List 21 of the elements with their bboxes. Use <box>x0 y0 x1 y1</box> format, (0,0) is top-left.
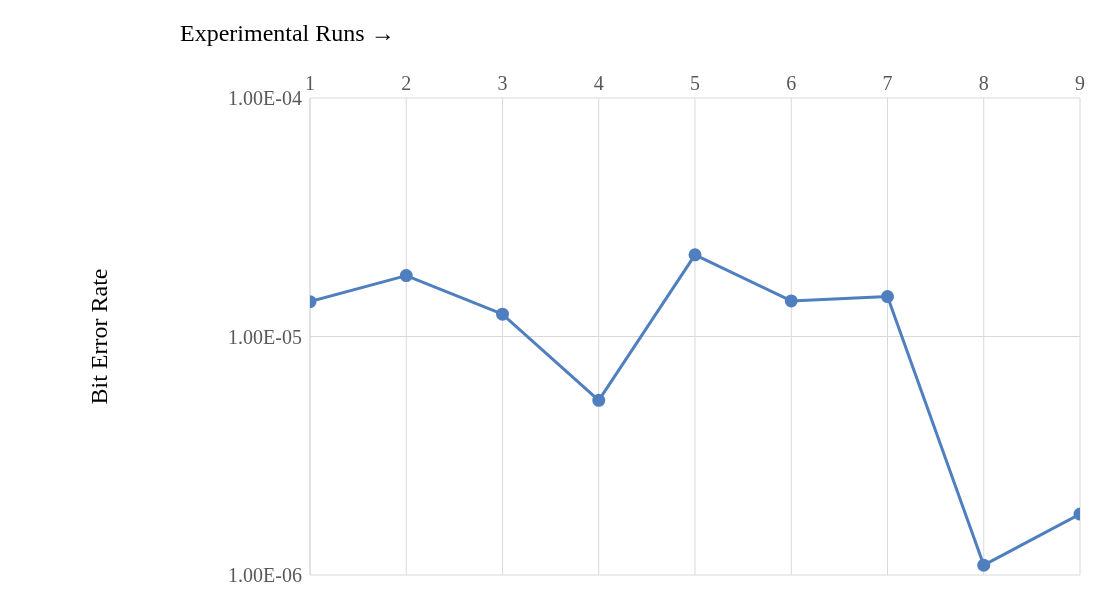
x-tick-label: 5 <box>690 72 700 94</box>
x-tick-label: 2 <box>401 72 412 94</box>
point <box>881 290 894 304</box>
x-axis-title: Experimental Runs → <box>179 19 396 48</box>
point <box>399 269 413 283</box>
x-tick-label: 7 <box>882 72 893 94</box>
x-tick-label: 1 <box>305 72 315 94</box>
x-tick-label: 4 <box>593 72 604 94</box>
x-tick-label: 8 <box>978 72 989 94</box>
y-tick-label: 1.00E-05 <box>228 325 302 348</box>
point <box>688 248 702 262</box>
point <box>784 294 798 308</box>
point <box>977 558 991 572</box>
point <box>592 393 606 407</box>
y-axis-title: Bit Error Rate <box>85 268 112 405</box>
x-tick-label: 3 <box>497 72 508 94</box>
y-tick-label: 1.00E-04 <box>228 87 302 110</box>
x-tick-label: 6 <box>786 72 797 94</box>
point <box>496 307 509 321</box>
y-tick-label: 1.00E-06 <box>228 564 302 587</box>
x-tick-label: 9 <box>1075 72 1085 94</box>
